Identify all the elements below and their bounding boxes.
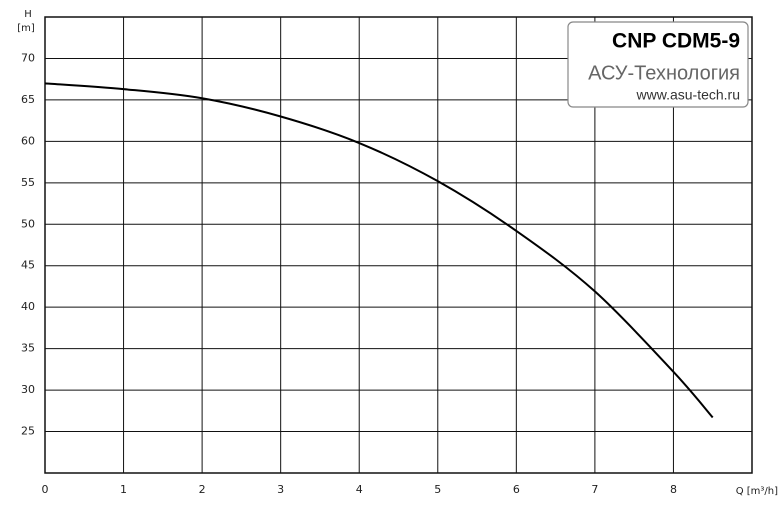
x-tick-label: 6: [513, 483, 520, 496]
legend-box: CNP CDM5-9 АСУ-Технология www.asu-tech.r…: [567, 21, 749, 108]
y-tick-label: 55: [21, 176, 35, 189]
y-tick-label: 65: [21, 93, 35, 106]
y-tick-label: 50: [21, 217, 35, 230]
y-tick-label: 60: [21, 134, 35, 147]
y-tick-label: 40: [21, 300, 35, 313]
x-tick-label: 5: [434, 483, 441, 496]
legend-frame: [567, 21, 749, 108]
y-tick-label: 25: [21, 425, 35, 438]
x-tick-label: 1: [120, 483, 127, 496]
x-tick-label: 8: [670, 483, 677, 496]
pump-curve: [44, 82, 714, 419]
legend-url: www.asu-tech.ru: [636, 87, 740, 103]
x-tick-label: 2: [199, 483, 206, 496]
x-tick-label: 7: [591, 483, 598, 496]
legend-title: CNP CDM5-9: [612, 30, 740, 53]
x-axis-label: Q [m³/h]: [736, 486, 778, 497]
y-axis-unit: [m]: [17, 23, 35, 34]
x-tick-label: 0: [42, 483, 49, 496]
y-axis-label: H: [24, 9, 32, 20]
x-tick-label: 4: [356, 483, 363, 496]
legend-company: АСУ-Технология: [588, 62, 740, 84]
x-tick-label: 3: [277, 483, 284, 496]
y-tick-label: 35: [21, 342, 35, 355]
y-tick-label: 45: [21, 259, 35, 272]
y-tick-label: 70: [21, 51, 35, 64]
y-tick-label: 30: [21, 383, 35, 396]
